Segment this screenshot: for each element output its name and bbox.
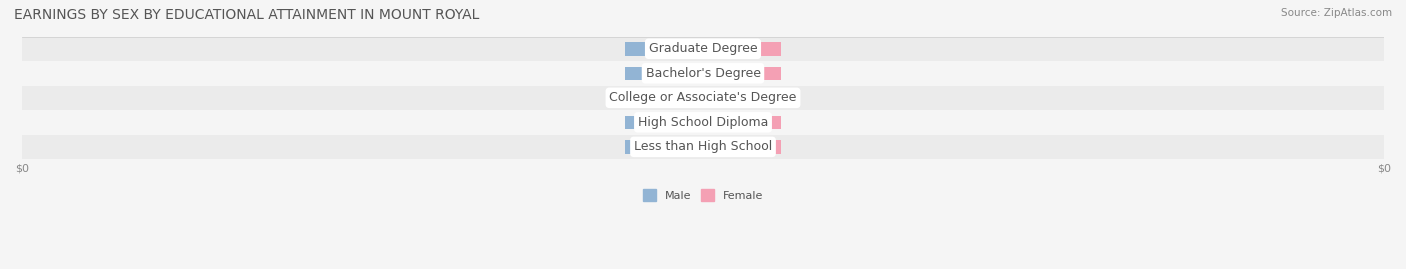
Text: College or Associate's Degree: College or Associate's Degree: [609, 91, 797, 104]
Bar: [626, 42, 703, 55]
Bar: [703, 66, 780, 80]
Legend: Male, Female: Male, Female: [638, 185, 768, 205]
Bar: [22, 110, 1384, 134]
Text: $0: $0: [657, 68, 672, 78]
Bar: [626, 116, 703, 129]
Text: Bachelor's Degree: Bachelor's Degree: [645, 67, 761, 80]
Text: $0: $0: [657, 117, 672, 127]
Bar: [22, 134, 1384, 159]
Text: $0: $0: [734, 142, 749, 152]
Text: $0: $0: [734, 117, 749, 127]
Text: Graduate Degree: Graduate Degree: [648, 42, 758, 55]
Bar: [22, 61, 1384, 86]
Bar: [22, 37, 1384, 61]
Text: $0: $0: [734, 68, 749, 78]
Text: $0: $0: [734, 93, 749, 103]
Text: $0: $0: [657, 93, 672, 103]
Bar: [626, 91, 703, 105]
Bar: [703, 116, 780, 129]
Text: High School Diploma: High School Diploma: [638, 116, 768, 129]
Bar: [22, 86, 1384, 110]
Bar: [626, 66, 703, 80]
Text: $0: $0: [734, 44, 749, 54]
Bar: [703, 140, 780, 154]
Bar: [703, 91, 780, 105]
Bar: [626, 140, 703, 154]
Text: Source: ZipAtlas.com: Source: ZipAtlas.com: [1281, 8, 1392, 18]
Text: EARNINGS BY SEX BY EDUCATIONAL ATTAINMENT IN MOUNT ROYAL: EARNINGS BY SEX BY EDUCATIONAL ATTAINMEN…: [14, 8, 479, 22]
Bar: [703, 42, 780, 55]
Text: Less than High School: Less than High School: [634, 140, 772, 153]
Text: $0: $0: [657, 44, 672, 54]
Text: $0: $0: [657, 142, 672, 152]
